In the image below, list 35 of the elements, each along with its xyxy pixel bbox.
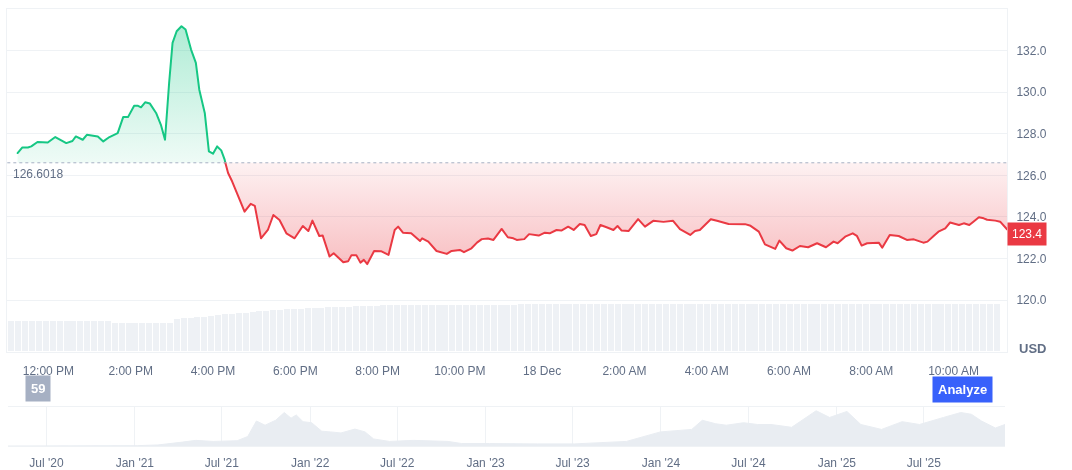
text: Analyze bbox=[938, 382, 988, 397]
x-tick-label: 2:00 AM bbox=[602, 364, 647, 379]
x-tick-label: 10:00 AM bbox=[928, 364, 979, 379]
y-tick-label: 132.0 bbox=[1016, 43, 1047, 58]
y-tick-label: 120.0 bbox=[1016, 293, 1047, 308]
y-tick-label: 126.0 bbox=[1016, 168, 1047, 183]
x-tick-label: Jul '20 bbox=[29, 456, 64, 470]
x-tick-label: Jan '25 bbox=[817, 456, 857, 470]
y-tick-label: 124.0 bbox=[1016, 210, 1047, 225]
y-tick-label: 130.0 bbox=[1016, 85, 1047, 100]
x-tick-label: Jul '22 bbox=[380, 456, 415, 470]
x-tick-label: 6:00 PM bbox=[272, 364, 318, 379]
y-axis-title: USD bbox=[1019, 341, 1047, 356]
x-tick-label: Jan '23 bbox=[466, 456, 506, 470]
y-tick-label: 128.0 bbox=[1016, 126, 1047, 141]
x-tick-label: Jul '24 bbox=[731, 456, 766, 470]
x-tick-label: Jan '24 bbox=[641, 456, 681, 470]
x-tick-label: Jan '21 bbox=[115, 456, 155, 470]
x-tick-label: Jul '25 bbox=[906, 456, 942, 470]
annotation: 123.4 bbox=[1012, 227, 1043, 241]
x-tick-label: 18 Dec bbox=[523, 364, 562, 379]
x-tick-label: 4:00 AM bbox=[684, 364, 729, 379]
x-tick-label: 12:00 PM bbox=[22, 364, 75, 379]
text: 59 bbox=[31, 381, 46, 396]
ref-line-label: 126.6018 bbox=[13, 167, 64, 181]
x-tick-label: Jul '23 bbox=[555, 456, 591, 470]
y-tick-label: 122.0 bbox=[1016, 251, 1047, 266]
x-tick-label: Jan '22 bbox=[291, 456, 330, 470]
x-tick-label: 8:00 PM bbox=[355, 364, 400, 379]
x-tick-label: 10:00 PM bbox=[434, 364, 486, 379]
x-tick-label: 4:00 PM bbox=[190, 364, 236, 379]
x-tick-label: 8:00 AM bbox=[849, 364, 894, 379]
x-tick-label: 2:00 PM bbox=[108, 364, 154, 379]
x-tick-label: Jul '21 bbox=[204, 456, 240, 470]
x-tick-label: 6:00 AM bbox=[766, 364, 811, 379]
